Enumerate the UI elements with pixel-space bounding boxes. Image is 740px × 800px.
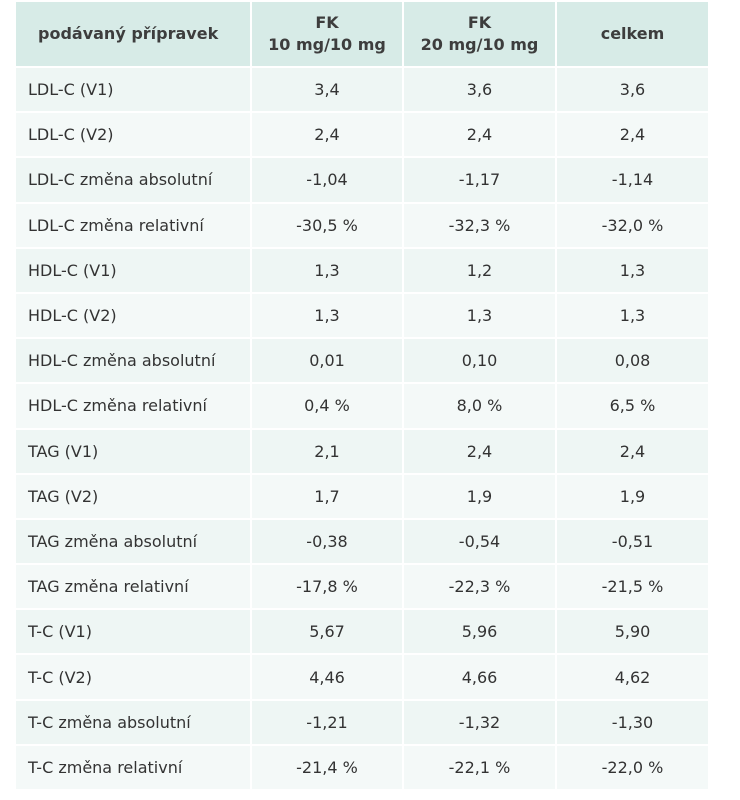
table-row: T-C (V2) 4,46 4,66 4,62 [16, 653, 708, 700]
value-fk-20-10: 1,3 [403, 291, 557, 339]
table-row: HDL-C (V2) 1,3 1,3 1,3 [16, 291, 708, 339]
value-fk-10-10: -1,04 [251, 156, 404, 203]
value-fk-10-10: 3,4 [251, 65, 404, 113]
value-fk-10-10: 1,3 [251, 291, 404, 339]
value-total: 2,4 [556, 111, 708, 158]
value-fk-20-10: 5,96 [403, 608, 557, 655]
table-row: LDL-C změna absolutní -1,04 -1,17 -1,14 [16, 156, 708, 203]
lipid-results-table-container: podávaný přípravek FK 10 mg/10 mg FK 20 mg/1… [16, 2, 708, 789]
value-fk-10-10: 2,1 [251, 427, 404, 474]
value-total: 2,4 [556, 427, 708, 474]
value-total: 1,3 [556, 291, 708, 339]
row-label: TAG změna relativní [16, 563, 252, 610]
row-label: LDL-C změna absolutní [16, 156, 252, 203]
value-total: 0,08 [556, 337, 708, 384]
value-total: 6,5 % [556, 382, 708, 429]
header-total: celkem [556, 2, 708, 67]
value-fk-20-10: 3,6 [403, 65, 557, 113]
table-row: HDL-C (V1) 1,3 1,2 1,3 [16, 246, 708, 293]
header-fk-10-10: FK 10 mg/10 mg [251, 2, 404, 67]
value-fk-20-10: 2,4 [403, 427, 557, 474]
value-total: -32,0 % [556, 201, 708, 248]
value-fk-20-10: -1,17 [403, 156, 557, 203]
value-fk-10-10: 0,01 [251, 337, 404, 384]
row-label: T-C (V1) [16, 608, 252, 655]
header-row: podávaný přípravek FK 10 mg/10 mg FK 20 mg/1… [16, 2, 708, 67]
table-row: LDL-C změna relativní -30,5 % -32,3 % -32,0… [16, 201, 708, 248]
row-label: T-C změna relativní [16, 743, 252, 789]
value-fk-10-10: 1,7 [251, 472, 404, 519]
value-fk-10-10: 4,46 [251, 653, 404, 700]
value-fk-10-10: 5,67 [251, 608, 404, 655]
value-fk-20-10: -1,32 [403, 698, 557, 745]
header-line: podávaný přípravek [38, 24, 219, 43]
value-fk-10-10: -17,8 % [251, 563, 404, 610]
table-row: TAG změna absolutní -0,38 -0,54 -0,51 [16, 517, 708, 565]
row-label: T-C (V2) [16, 653, 252, 700]
value-fk-20-10: -32,3 % [403, 201, 557, 248]
row-label: TAG změna absolutní [16, 517, 252, 565]
value-fk-20-10: -0,54 [403, 517, 557, 565]
value-total: -0,51 [556, 517, 708, 565]
row-label: HDL-C (V1) [16, 246, 252, 293]
value-fk-20-10: -22,3 % [403, 563, 557, 610]
header-line: FK [315, 13, 339, 32]
value-fk-20-10: 1,2 [403, 246, 557, 293]
row-label: LDL-C (V1) [16, 65, 252, 113]
header-line: 10 mg/10 mg [268, 35, 386, 54]
value-total: 3,6 [556, 65, 708, 113]
lipid-results-table: podávaný přípravek FK 10 mg/10 mg FK 20 mg/1… [16, 2, 708, 789]
value-fk-10-10: 2,4 [251, 111, 404, 158]
row-label: HDL-C změna absolutní [16, 337, 252, 384]
row-label: LDL-C změna relativní [16, 201, 252, 248]
table-row: HDL-C změna absolutní 0,01 0,10 0,08 [16, 337, 708, 384]
row-label: HDL-C (V2) [16, 291, 252, 339]
table-header: podávaný přípravek FK 10 mg/10 mg FK 20 mg/1… [16, 2, 708, 67]
row-label: HDL-C změna relativní [16, 382, 252, 429]
value-total: -21,5 % [556, 563, 708, 610]
table-row: HDL-C změna relativní 0,4 % 8,0 % 6,5 % [16, 382, 708, 429]
row-label: T-C změna absolutní [16, 698, 252, 745]
value-fk-20-10: 1,9 [403, 472, 557, 519]
value-total: 1,3 [556, 246, 708, 293]
header-line: 20 mg/10 mg [420, 35, 539, 54]
header-fk-20-10: FK 20 mg/10 mg [403, 2, 557, 67]
table-row: TAG změna relativní -17,8 % -22,3 % -21,5 % [16, 563, 708, 610]
table-row: T-C změna absolutní -1,21 -1,32 -1,30 [16, 698, 708, 745]
table-row: LDL-C (V2) 2,4 2,4 2,4 [16, 111, 708, 158]
row-label: LDL-C (V2) [16, 111, 252, 158]
value-total: -1,14 [556, 156, 708, 203]
row-label: TAG (V2) [16, 472, 252, 519]
value-fk-20-10: 8,0 % [403, 382, 557, 429]
value-fk-20-10: 4,66 [403, 653, 557, 700]
table-row: T-C změna relativní -21,4 % -22,1 % -22,0 % [16, 743, 708, 789]
table-body: LDL-C (V1) 3,4 3,6 3,6 LDL-C (V2) 2,4 2,4 2,4 LD… [16, 65, 708, 789]
value-total: 5,90 [556, 608, 708, 655]
value-fk-10-10: -30,5 % [251, 201, 404, 248]
table-row: T-C (V1) 5,67 5,96 5,90 [16, 608, 708, 655]
value-total: -1,30 [556, 698, 708, 745]
header-line: celkem [600, 24, 665, 43]
value-fk-10-10: -21,4 % [251, 743, 404, 789]
value-fk-20-10: 0,10 [403, 337, 557, 384]
value-fk-10-10: -1,21 [251, 698, 404, 745]
value-fk-10-10: 0,4 % [251, 382, 404, 429]
header-line: FK [467, 13, 492, 32]
value-total: 1,9 [556, 472, 708, 519]
value-fk-20-10: 2,4 [403, 111, 557, 158]
table-row: TAG (V2) 1,7 1,9 1,9 [16, 472, 708, 519]
value-total: 4,62 [556, 653, 708, 700]
header-preparation: podávaný přípravek [16, 2, 252, 67]
table-row: LDL-C (V1) 3,4 3,6 3,6 [16, 65, 708, 113]
row-label: TAG (V1) [16, 427, 252, 474]
value-fk-10-10: -0,38 [251, 517, 404, 565]
value-total: -22,0 % [556, 743, 708, 789]
value-fk-10-10: 1,3 [251, 246, 404, 293]
value-fk-20-10: -22,1 % [403, 743, 557, 789]
table-row: TAG (V1) 2,1 2,4 2,4 [16, 427, 708, 474]
